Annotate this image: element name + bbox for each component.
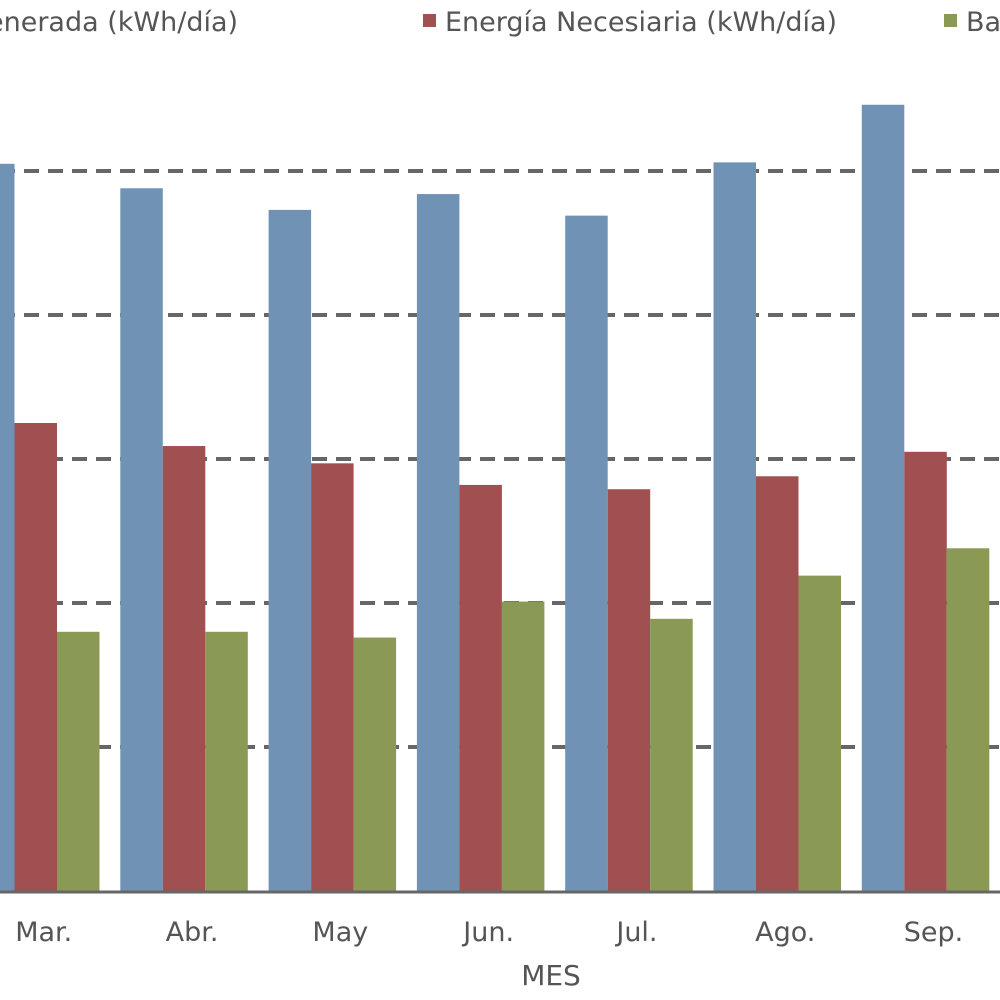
- x-tick-label: Ago.: [755, 917, 815, 948]
- bar-jun-series-1: [416, 194, 460, 892]
- bar-sep-series-1: [861, 104, 905, 891]
- bar-sep-series-3: [946, 548, 990, 891]
- bar-jul-series-1: [565, 215, 608, 891]
- legend-marker: [423, 14, 436, 27]
- bar-mar-series-2: [14, 423, 57, 891]
- bar-ago-series-1: [713, 162, 756, 892]
- bar-jul-series-2: [607, 489, 651, 891]
- bar-mar-series-3: [57, 631, 100, 891]
- bar-jun-series-2: [459, 484, 502, 891]
- x-tick-label: Jun.: [461, 917, 514, 948]
- x-tick-label: May: [312, 917, 368, 948]
- bar-jun-series-3: [501, 601, 545, 891]
- bar-may-series-3: [353, 637, 397, 891]
- bar-ago-series-2: [756, 476, 799, 891]
- bar-abr-series-1: [120, 188, 163, 891]
- x-tick-label: Mar.: [15, 917, 72, 948]
- bar-may-series-2: [311, 463, 354, 891]
- bar-mar-series-1: [0, 163, 15, 892]
- bar-jul-series-3: [650, 618, 693, 891]
- x-tick-labels: Mar. Abr. May Jun. Jul. Ago. Sep.: [15, 917, 963, 948]
- bars: [0, 104, 990, 892]
- x-tick-label: Abr.: [166, 917, 219, 948]
- legend-label: Energía Necesiaria (kWh/día): [445, 7, 837, 38]
- legend-label: Ba: [966, 7, 1000, 38]
- bar-abr-series-2: [162, 446, 206, 891]
- x-tick-label: Sep.: [904, 917, 963, 948]
- bar-may-series-1: [268, 209, 312, 891]
- x-axis-title: MES: [521, 959, 581, 992]
- x-tick-label: Jul.: [614, 917, 657, 948]
- bar-ago-series-3: [798, 575, 841, 891]
- bar-abr-series-3: [205, 631, 248, 891]
- legend-label: enerada (kWh/día): [0, 7, 238, 38]
- legend-marker: [944, 14, 957, 27]
- bar-sep-series-2: [904, 451, 947, 891]
- legend: enerada (kWh/día) Energía Necesiaria (kWh…: [0, 7, 1000, 38]
